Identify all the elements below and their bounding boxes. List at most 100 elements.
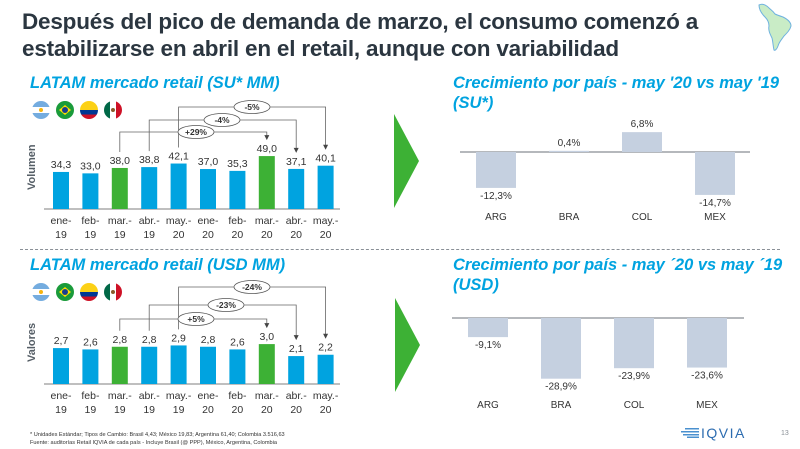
bar-value-label: 0,4% bbox=[558, 138, 581, 149]
bar bbox=[200, 169, 216, 209]
bar-value-label: 6,8% bbox=[631, 119, 654, 130]
x-tick-label: 20 bbox=[261, 229, 273, 241]
section-divider bbox=[20, 249, 780, 250]
annotation-label: +5% bbox=[187, 314, 205, 324]
annotation-arrowhead bbox=[293, 335, 299, 341]
iqvia-logo: IQVIA bbox=[681, 425, 746, 441]
bar bbox=[53, 171, 69, 209]
brazil-flag-icon bbox=[56, 283, 74, 301]
bar bbox=[541, 318, 581, 379]
x-tick-label: 20 bbox=[173, 229, 185, 241]
x-tick-label: 20 bbox=[202, 404, 214, 416]
slide-title: Después del pico de demanda de marzo, el… bbox=[22, 9, 699, 61]
bar bbox=[82, 173, 99, 209]
bar bbox=[317, 354, 334, 384]
bar bbox=[622, 132, 662, 152]
chart1-ylabel: Volumen bbox=[26, 144, 38, 190]
x-tick-label: mar.- bbox=[255, 390, 279, 402]
bar bbox=[170, 345, 187, 384]
x-tick-label: feb- bbox=[228, 215, 247, 227]
annotation-label: -24% bbox=[242, 282, 262, 292]
x-tick-label: may.- bbox=[313, 215, 339, 227]
chart3-ylabel: Valores bbox=[26, 322, 38, 362]
x-tick-label: MEX bbox=[696, 400, 718, 411]
bar bbox=[258, 156, 275, 209]
mexico-flag-icon bbox=[104, 283, 122, 301]
footnote-source: Fuente: auditorías Retail IQVIA de cada … bbox=[30, 440, 277, 446]
annotation-connector bbox=[119, 131, 268, 152]
bar-value-label: 2,7 bbox=[54, 335, 69, 347]
bar-value-label: 33,0 bbox=[80, 160, 101, 172]
bar bbox=[229, 349, 246, 384]
page-number: 13 bbox=[781, 430, 789, 437]
iqvia-logo-icon bbox=[681, 428, 699, 438]
x-tick-label: ene- bbox=[197, 215, 219, 227]
x-tick-label: 20 bbox=[320, 404, 332, 416]
bar-value-label: 37,0 bbox=[198, 156, 219, 168]
annotation-bubble bbox=[233, 100, 271, 114]
bar-value-label: 2,9 bbox=[171, 332, 186, 344]
x-tick-label: abr.- bbox=[139, 215, 161, 227]
bar bbox=[695, 152, 735, 195]
footnote: * Unidades Estándar; Tipos de Cambio: Br… bbox=[30, 431, 285, 447]
bar-value-label: -23,9% bbox=[618, 371, 650, 382]
annotation-bubble bbox=[207, 298, 245, 312]
bar bbox=[53, 348, 69, 384]
x-tick-label: 19 bbox=[55, 229, 67, 241]
bar-value-label: 37,1 bbox=[286, 156, 307, 168]
chart1-title: LATAM mercado retail (SU* MM) bbox=[30, 74, 280, 92]
x-tick-label: abr.- bbox=[286, 215, 308, 227]
x-tick-label: ene- bbox=[50, 215, 72, 227]
x-tick-label: 20 bbox=[320, 229, 332, 241]
bar-value-label: -9,1% bbox=[475, 340, 501, 351]
green-arrow-icon bbox=[394, 114, 419, 208]
bar-value-label: -12,3% bbox=[480, 191, 512, 202]
x-tick-label: COL bbox=[632, 212, 653, 223]
annotation-arrowhead bbox=[293, 147, 299, 153]
x-tick-label: abr.- bbox=[139, 390, 161, 402]
argentina-flag-icon bbox=[32, 101, 50, 119]
bar bbox=[141, 346, 158, 384]
colombia-flag-icon bbox=[80, 283, 98, 301]
bar-value-label: -14,7% bbox=[699, 198, 731, 209]
annotation-arrowhead bbox=[323, 333, 329, 339]
annotation-connector bbox=[178, 286, 326, 335]
x-tick-label: 19 bbox=[85, 404, 97, 416]
bar-value-label: 34,3 bbox=[51, 159, 72, 171]
bar-value-label: 2,2 bbox=[318, 342, 333, 354]
annotation-label: -5% bbox=[244, 102, 260, 112]
latin-america-map-icon bbox=[758, 3, 792, 51]
annotation-bubble bbox=[203, 113, 241, 127]
x-tick-label: 19 bbox=[55, 404, 67, 416]
bar bbox=[82, 349, 99, 384]
annotation-label: -23% bbox=[216, 300, 236, 310]
annotation-bubble bbox=[177, 125, 215, 139]
x-tick-label: feb- bbox=[228, 390, 247, 402]
x-tick-label: 20 bbox=[202, 229, 214, 241]
bar-value-label: 42,1 bbox=[168, 151, 189, 163]
mexico-flag-icon bbox=[104, 101, 122, 119]
annotation-arrowhead bbox=[264, 323, 270, 329]
x-tick-label: 20 bbox=[232, 404, 244, 416]
green-arrow-icon bbox=[395, 298, 420, 392]
x-tick-label: feb- bbox=[81, 215, 100, 227]
bar bbox=[141, 167, 158, 209]
bar-value-label: 49,0 bbox=[257, 143, 278, 155]
annotation-connector bbox=[178, 106, 326, 148]
bar-value-label: 2,8 bbox=[142, 334, 157, 346]
x-tick-label: MEX bbox=[704, 212, 726, 223]
argentina-flag-icon bbox=[32, 283, 50, 301]
annotation-bubble bbox=[177, 312, 215, 326]
footnote-units: * Unidades Estándar; Tipos de Cambio: Br… bbox=[30, 432, 285, 438]
x-tick-label: ene- bbox=[197, 390, 219, 402]
bar bbox=[476, 152, 516, 188]
x-tick-label: feb- bbox=[81, 390, 100, 402]
bar bbox=[170, 163, 187, 209]
annotation-label: +29% bbox=[185, 127, 207, 137]
bar bbox=[317, 165, 334, 209]
x-tick-label: 20 bbox=[290, 229, 302, 241]
annotation-connector bbox=[119, 318, 268, 331]
x-tick-label: ene- bbox=[50, 390, 72, 402]
brazil-flag-icon bbox=[56, 101, 74, 119]
x-tick-label: BRA bbox=[559, 212, 580, 223]
